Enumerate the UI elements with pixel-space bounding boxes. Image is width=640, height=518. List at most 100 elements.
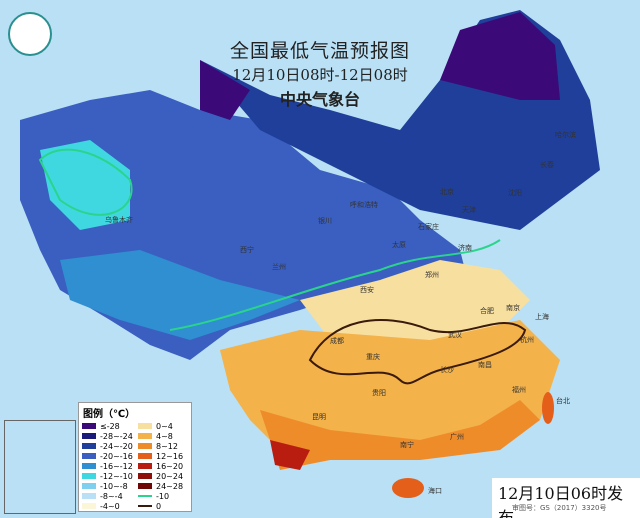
legend-label: 20~24 [156,471,184,481]
cma-logo [8,12,52,56]
taiwan-island [542,392,554,424]
legend-item: -16~-12 [79,461,135,471]
legend-item: -20~-16 [79,451,135,461]
region-northeast-coldest [440,12,560,100]
contour-minus10 [38,148,133,216]
legend-swatch [138,473,152,479]
legend-swatch [138,463,152,469]
legend-swatch [138,423,152,429]
legend-label: 12~16 [156,451,184,461]
city-label: 成都 [330,337,344,345]
legend-item: ≤-28 [79,421,135,431]
legend-swatch [138,453,152,459]
legend-swatch [82,433,96,439]
legend-label: 24~28 [156,481,184,491]
map-title: 全国最低气温预报图 [229,40,410,62]
contour-minus10-south [169,239,501,331]
legend-label: -16~-12 [100,461,133,471]
legend-swatch [138,443,152,449]
legend-swatch [82,443,96,449]
region-mongolia-cold [200,60,250,120]
legend-label: -10~-8 [100,481,128,491]
hainan-island [392,478,424,498]
city-label: 杭州 [520,336,534,344]
city-label: 南昌 [478,361,492,369]
legend-item: 8~12 [135,441,191,451]
legend-swatch [82,473,96,479]
forecast-period: 12月10日08时-12日08时 [232,66,408,84]
city-label: 台北 [556,397,570,405]
legend-item: -8~-4 [79,491,135,501]
legend-item: -4~0 [79,501,135,511]
legend-label: -12~-10 [100,471,133,481]
city-label: 合肥 [480,307,494,315]
legend-label: -20~-16 [100,451,133,461]
city-label: 沈阳 [508,189,522,197]
region-tibet [60,250,300,340]
city-label: 海口 [428,487,442,495]
legend-swatch [82,453,96,459]
legend-label: 16~20 [156,461,184,471]
legend-item: -10~-8 [79,481,135,491]
legend-label: -28~-24 [100,431,133,441]
legend-label: ≤-28 [100,421,120,431]
legend-swatch [82,483,96,489]
city-label: 太原 [392,241,406,249]
region-south-coast [260,400,540,470]
legend-item: -12~-10 [79,471,135,481]
legend-label: -10 [156,491,170,501]
legend-item: 4~8 [135,431,191,441]
city-label: 西安 [360,286,374,294]
region-central-mild [300,260,530,340]
city-label: 石家庄 [418,223,439,231]
legend-line-swatch [138,495,152,497]
legend-swatch [138,433,152,439]
legend-item: 20~24 [135,471,191,481]
city-label: 昆明 [312,413,326,421]
city-label: 贵阳 [372,389,386,397]
city-label: 兰州 [272,263,286,271]
city-label: 呼和浩特 [350,201,378,209]
legend-swatch [82,423,96,429]
city-label: 南宁 [400,441,414,449]
city-label: 乌鲁木齐 [105,216,133,224]
city-label: 郑州 [425,271,439,279]
legend-label: -8~-4 [100,491,123,501]
legend-line-item: -10 [135,491,191,501]
legend-title: 图例（℃） [83,409,136,420]
legend-label: 8~12 [156,441,178,451]
legend-swatch [82,493,96,499]
city-label: 南京 [506,304,520,312]
legend: 图例（℃） ≤-28 -28~-24 -24~-20 -20~-16 -16~-12 -1… [78,402,192,512]
legend-swatch [82,463,96,469]
legend-item: 16~20 [135,461,191,471]
legend-label: -4~0 [100,501,120,511]
city-label: 上海 [535,313,549,321]
legend-item: 0~4 [135,421,191,431]
region-yunnan-hot [270,440,310,470]
city-label: 哈尔滨 [555,131,576,139]
city-label: 北京 [440,188,454,196]
region-south-warm [220,320,560,450]
legend-item: 24~28 [135,481,191,491]
legend-swatch [138,483,152,489]
legend-line-item: 0 [135,501,191,511]
legend-line-swatch [138,505,152,507]
map-review-number: 审图号：GS（2017）3320号 [512,504,607,512]
city-label: 长春 [540,161,554,169]
city-label: 广州 [450,433,464,441]
legend-label: 4~8 [156,431,173,441]
legend-swatch [82,503,96,509]
city-label: 武汉 [448,331,462,339]
south-china-sea-inset [4,420,76,514]
city-label: 重庆 [366,353,380,361]
city-label: 济南 [458,244,472,252]
legend-label: 0~4 [156,421,173,431]
city-label: 西宁 [240,246,254,254]
issue-time: 12月10日06时发布 [492,478,640,518]
legend-label: -24~-20 [100,441,133,451]
legend-item: -28~-24 [79,431,135,441]
legend-item: -24~-20 [79,441,135,451]
